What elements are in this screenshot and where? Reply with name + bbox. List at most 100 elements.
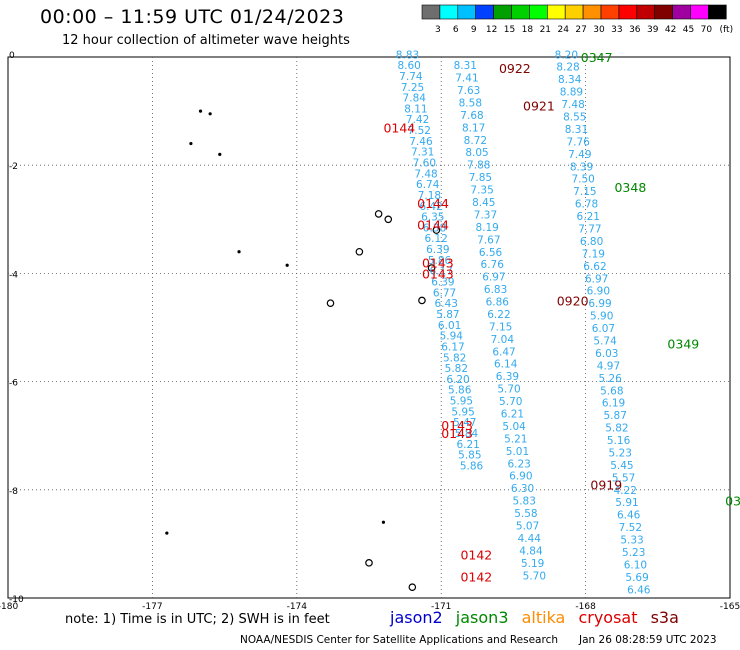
legend-label: 21 — [540, 25, 551, 35]
swh-value: 5.91 — [615, 497, 638, 509]
swh-value: 8.31 — [454, 60, 477, 72]
island-dot — [165, 531, 169, 535]
swh-value: 7.18 — [418, 190, 441, 202]
swh-value: 6.39 — [431, 277, 454, 289]
pass-time-label: 0347 — [581, 50, 613, 65]
swh-value: 8.60 — [397, 60, 420, 72]
swh-value: 6.42 — [419, 201, 442, 213]
pass-time-label: 0922 — [499, 61, 531, 76]
island-outline — [355, 247, 364, 256]
swh-value: 8.72 — [464, 135, 487, 147]
swh-value: 4.84 — [519, 545, 543, 557]
swh-value: 5.94 — [440, 331, 464, 343]
swh-value: 5.70 — [523, 570, 546, 582]
swh-value: 8.11 — [404, 103, 427, 115]
swh-value: 7.46 — [409, 136, 433, 148]
swh-value: 6.21 — [456, 439, 479, 451]
map-frame — [7, 56, 731, 599]
swh-value: 4.22 — [614, 485, 637, 497]
swh-value: 6.99 — [588, 298, 611, 310]
swh-value: 5.83 — [513, 496, 536, 508]
island-outline — [418, 296, 426, 305]
swh-value: 6.01 — [438, 320, 461, 332]
page-title: 00:00 – 11:59 UTC 01/24/2023 — [40, 6, 345, 28]
pass-time-label: 0144 — [417, 196, 449, 211]
swh-value: 8.28 — [556, 62, 579, 74]
swh-value: 7.84 — [403, 93, 427, 105]
swh-value: 7.63 — [457, 85, 480, 97]
island-outline — [384, 215, 393, 224]
swh-value: 6.43 — [435, 298, 458, 310]
pass-time-label: 0919 — [590, 477, 622, 492]
swh-value: 5.23 — [622, 547, 645, 559]
legend-label: 45 — [683, 25, 694, 35]
y-tick-label: -10 — [9, 595, 24, 605]
legend-label: 12 — [486, 25, 497, 35]
swh-value: 7.04 — [491, 334, 515, 346]
swh-value: 5.69 — [625, 572, 648, 584]
island-dot — [381, 520, 386, 524]
swh-value: 5.85 — [458, 450, 481, 462]
island-dot — [189, 141, 193, 146]
swh-value: 6.39 — [496, 371, 519, 383]
swh-value: 8.19 — [475, 222, 498, 234]
swh-value: 7.52 — [619, 522, 642, 534]
legend-label: 36 — [629, 25, 641, 35]
swh-value: 6.39 — [426, 244, 449, 256]
swh-value: 6.86 — [486, 297, 510, 309]
swh-value: 7.68 — [460, 110, 483, 122]
swh-value: 7.49 — [568, 149, 591, 161]
legend-label: 33 — [611, 25, 622, 35]
pass-time-label: 0142 — [460, 548, 492, 563]
swh-value: 6.17 — [441, 341, 464, 353]
swh-value: 5.82 — [445, 363, 468, 375]
pass-time-label: 0349 — [667, 337, 699, 352]
swh-value: 6.23 — [507, 458, 530, 470]
pass-time-label: 0144 — [383, 120, 415, 135]
swh-value: 7.48 — [414, 168, 437, 180]
island-outline — [432, 226, 441, 234]
swh-value: 5.84 — [455, 428, 479, 440]
swh-value: 5.70 — [499, 396, 522, 408]
swh-value: 4.97 — [597, 360, 620, 372]
swh-value: 5.70 — [497, 384, 520, 396]
swh-value: 6.62 — [583, 261, 606, 273]
legend-label: (ft) — [720, 25, 734, 35]
island-dot — [285, 263, 289, 267]
swh-value: 5.16 — [607, 435, 631, 447]
swh-value: 6.12 — [424, 233, 447, 245]
swh-value: 6.10 — [624, 559, 647, 571]
color-scale-legend: 3 6 9 12 15 18 21 24 27 30 33 36 39 42 45 70 (ft) — [421, 4, 734, 35]
swh-value: 5.82 — [443, 352, 466, 364]
swh-value: 7.15 — [573, 186, 596, 198]
page-subtitle: 12 hour collection of altimeter wave hei… — [62, 33, 350, 48]
satellite-s3a: s3a — [650, 608, 679, 627]
swh-value: 7.48 — [561, 99, 584, 111]
swh-value: 6.19 — [602, 398, 625, 410]
swh-value: 6.74 — [416, 179, 440, 191]
satellite-jason3: jason3 — [455, 608, 509, 627]
swh-value: 5.68 — [600, 385, 623, 397]
satellite-cryosat: cryosat — [578, 608, 638, 627]
credit-line: NOAA/NESDIS Center for Satellite Applica… — [240, 634, 558, 646]
swh-value: 8.58 — [459, 97, 482, 109]
swh-value: 5.87 — [604, 410, 627, 422]
swh-value: 6.80 — [580, 236, 603, 248]
generated-timestamp: Jan 26 08:28:59 UTC 2023 — [579, 634, 717, 646]
swh-value: 7.76 — [566, 136, 590, 148]
swh-value: 6.90 — [587, 286, 610, 298]
swh-value: 6.20 — [446, 374, 469, 386]
swh-value: 7.74 — [399, 71, 423, 83]
swh-value: 7.60 — [413, 157, 436, 169]
swh-value: 6.35 — [421, 212, 444, 224]
swh-value: 7.31 — [411, 147, 434, 159]
swh-value: 6.30 — [511, 483, 534, 495]
island-dot — [218, 152, 222, 156]
x-tick-label: -174 — [287, 602, 308, 612]
swh-value: 5.47 — [453, 417, 476, 429]
swh-value: 6.03 — [595, 348, 618, 360]
legend-swatch — [708, 4, 727, 20]
island-outline — [427, 264, 436, 272]
swh-value: 7.88 — [467, 160, 490, 172]
